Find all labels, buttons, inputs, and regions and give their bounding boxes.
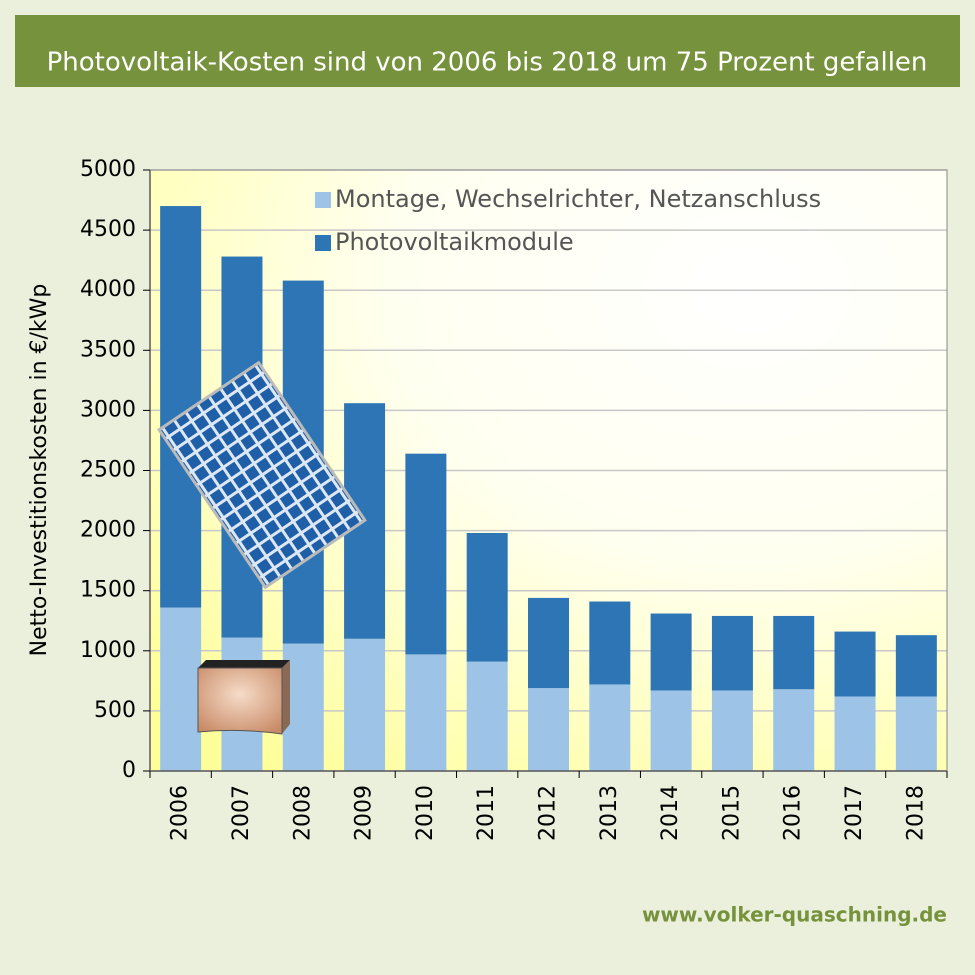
bar-segment (589, 601, 631, 685)
y-tick-label: 0 (122, 758, 136, 783)
bar-segment (466, 533, 508, 662)
x-tick-label: 2018 (903, 785, 928, 841)
bar-segment (405, 654, 447, 771)
legend-swatch (315, 235, 331, 251)
bar-segment (834, 696, 876, 771)
y-axis-title: Netto-Investitionskosten in €/kWp (27, 284, 52, 657)
y-tick-label: 1000 (80, 638, 136, 663)
bar-segment (895, 696, 937, 771)
bar-segment (650, 690, 692, 771)
bar-segment (650, 613, 692, 691)
x-tick-label: 2012 (536, 785, 561, 841)
y-tick-label: 2000 (80, 518, 136, 543)
legend-label: Montage, Wechselrichter, Netzanschluss (335, 185, 821, 213)
title-banner (15, 15, 960, 87)
bar-segment (405, 453, 447, 655)
bar-segment (589, 684, 631, 771)
x-tick-label: 2008 (290, 785, 315, 841)
legend-swatch (315, 192, 331, 208)
y-tick-label: 3500 (80, 337, 136, 362)
chart-title: Photovoltaik-Kosten sind von 2006 bis 20… (47, 48, 928, 78)
bar-segment (895, 635, 937, 697)
legend-label: Photovoltaikmodule (335, 228, 574, 256)
inverter-icon (197, 660, 290, 735)
y-tick-label: 500 (94, 698, 136, 723)
source: www.volker-quaschning.de (642, 903, 947, 927)
bar-segment (344, 638, 386, 771)
y-tick-label: 2500 (80, 458, 136, 483)
x-tick-label: 2011 (474, 785, 499, 841)
x-tick-label: 2017 (842, 785, 867, 841)
bar-segment (711, 690, 753, 771)
x-tick-label: 2007 (229, 785, 254, 841)
y-tick-label: 3000 (80, 397, 136, 422)
bar-segment (528, 597, 569, 689)
bar-segment (711, 615, 753, 691)
bar-segment (773, 615, 815, 690)
bar-segment (466, 661, 508, 771)
bar-segment (528, 688, 569, 771)
x-tick-label: 2006 (168, 785, 193, 841)
x-tick-label: 2016 (781, 785, 806, 841)
bar-segment (834, 631, 876, 697)
solar-panel-icon (157, 360, 367, 590)
bar-segment (773, 689, 815, 771)
y-tick-label: 4000 (80, 277, 136, 302)
y-tick-label: 4500 (80, 217, 136, 242)
x-tick-label: 2015 (719, 785, 744, 841)
x-tick-label: 2009 (352, 785, 377, 841)
y-tick-label: 5000 (80, 157, 136, 182)
y-tick-label: 1500 (80, 578, 136, 603)
x-tick-label: 2010 (413, 785, 438, 841)
x-tick-label: 2014 (658, 785, 683, 841)
x-tick-label: 2013 (597, 785, 622, 841)
bar-segment (160, 607, 202, 771)
